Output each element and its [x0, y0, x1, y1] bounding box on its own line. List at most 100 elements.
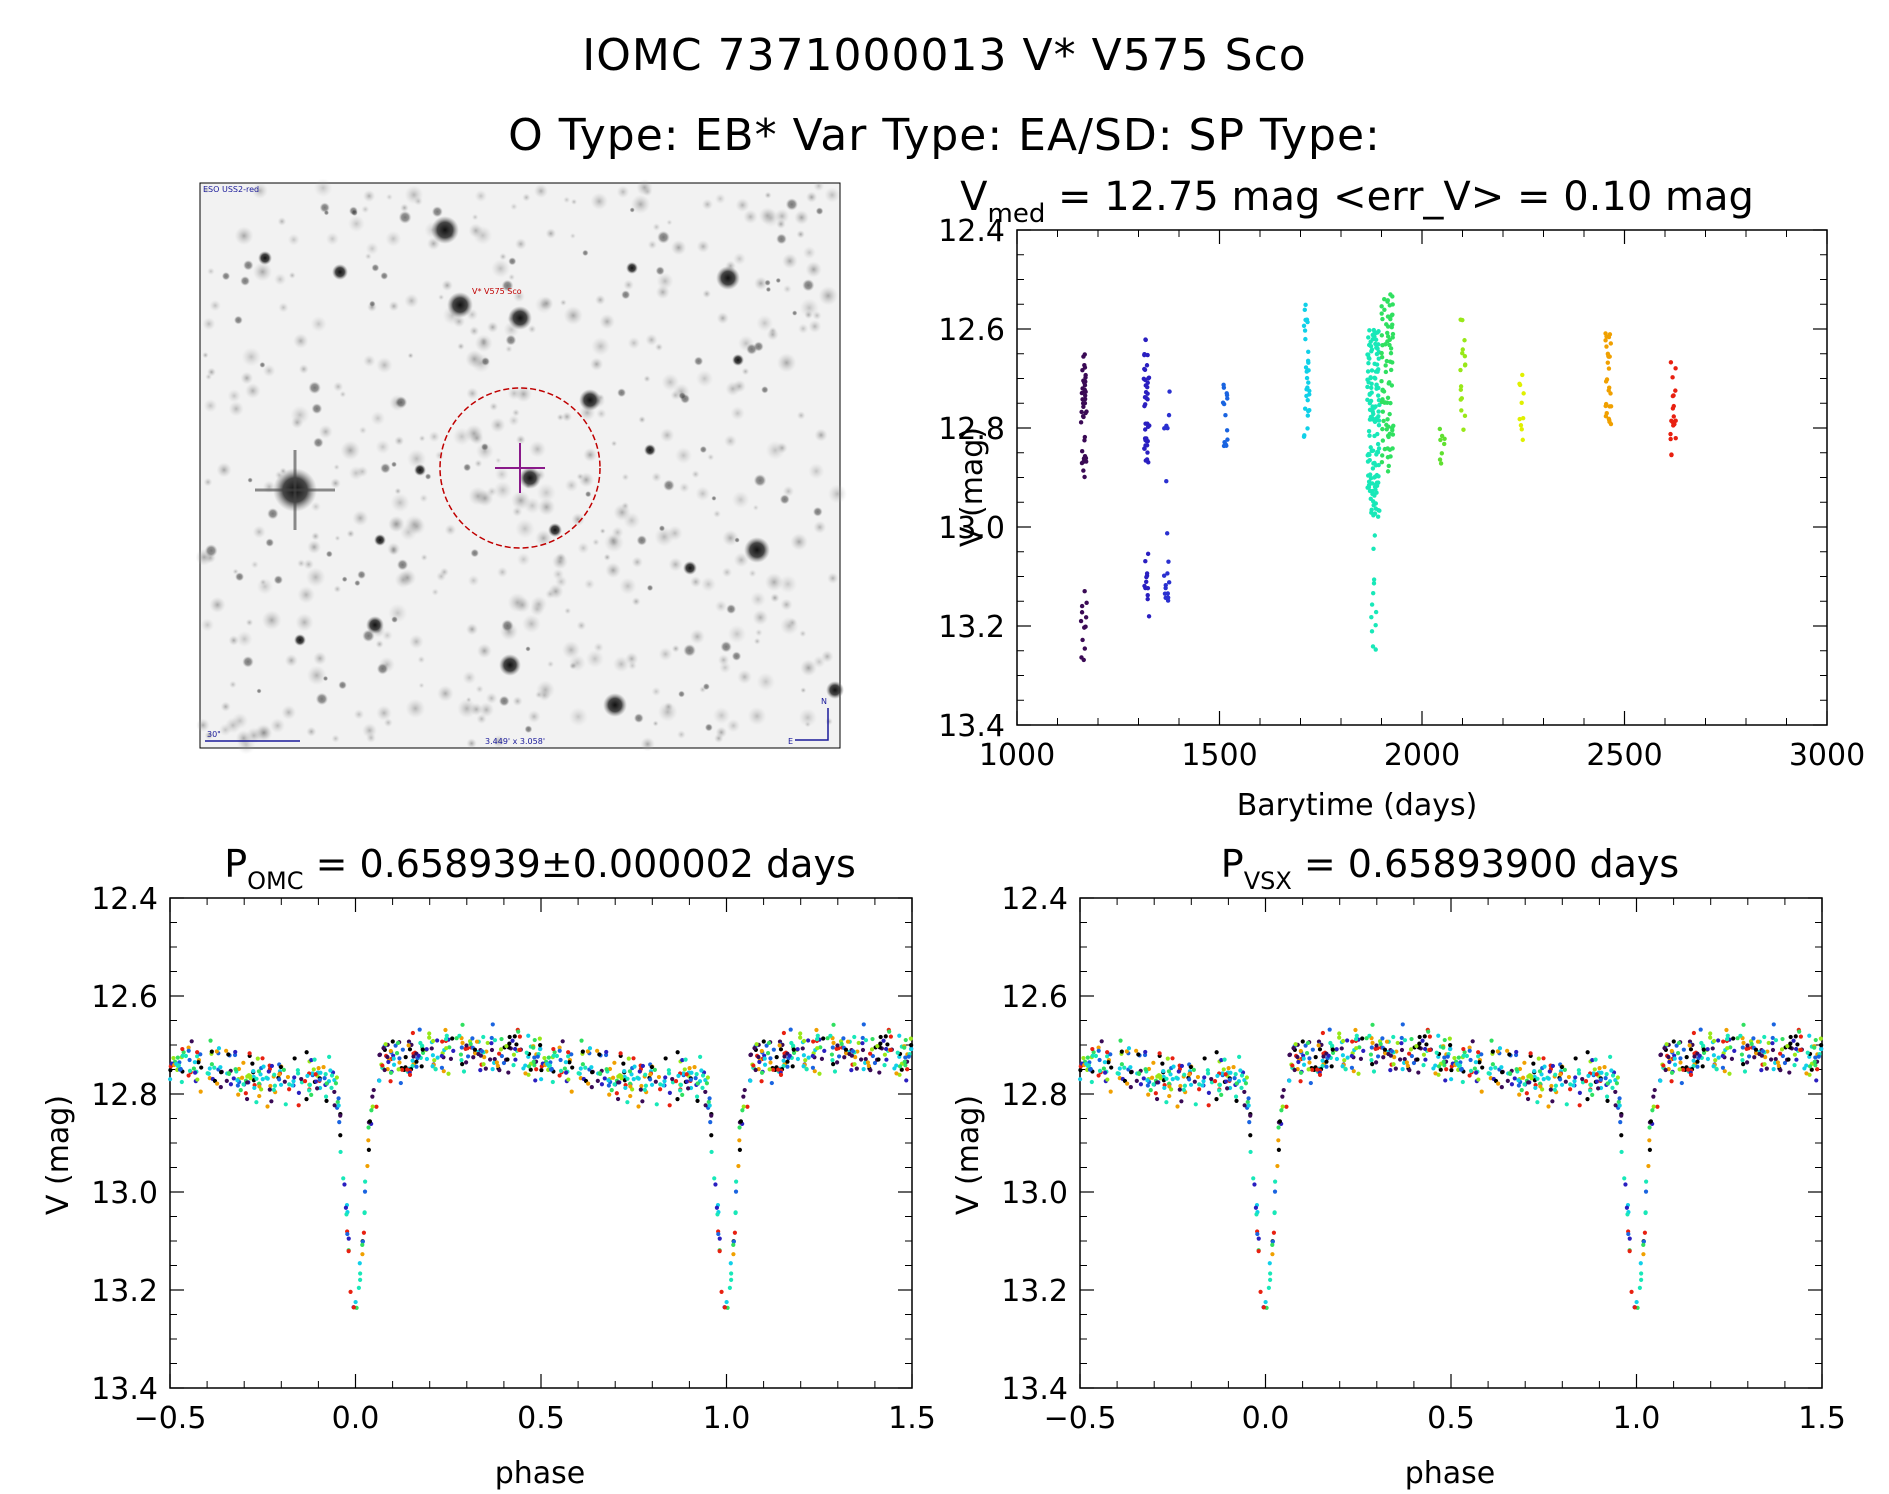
data-point [501, 1060, 507, 1066]
data-point [1519, 400, 1524, 406]
data-point [371, 1087, 376, 1093]
data-point [1324, 1064, 1329, 1069]
data-point [1643, 1189, 1649, 1194]
data-point [1370, 409, 1375, 414]
data-point [1678, 1056, 1683, 1061]
star [357, 570, 366, 580]
sky-noise [465, 696, 472, 703]
data-point [703, 1103, 708, 1108]
data-point [186, 1048, 191, 1053]
data-point [1458, 317, 1463, 322]
data-point [1301, 1062, 1307, 1067]
data-point [1436, 1064, 1442, 1069]
data-point [1664, 1042, 1669, 1047]
data-point [199, 1065, 204, 1070]
x-tick-label: 1.5 [1798, 1401, 1846, 1436]
data-point [1376, 342, 1381, 347]
sky-noise [306, 726, 317, 737]
sky-noise [284, 653, 298, 668]
data-point [1225, 396, 1230, 401]
data-point [1287, 1078, 1292, 1083]
data-point [1306, 380, 1311, 385]
data-point [1414, 1043, 1419, 1049]
data-point [1385, 469, 1391, 474]
data-point [1391, 1034, 1396, 1040]
data-point [1603, 338, 1608, 343]
data-point [1393, 1066, 1398, 1071]
data-point [1598, 1077, 1603, 1082]
sky-noise [545, 589, 556, 600]
sky-noise [262, 364, 276, 378]
data-point [1179, 1063, 1185, 1069]
data-point [1368, 1052, 1374, 1057]
data-point [241, 1082, 246, 1087]
x-tick-label: 0.5 [517, 1401, 565, 1436]
data-point [1467, 1073, 1472, 1078]
data-point [1370, 491, 1375, 497]
sky-noise [305, 567, 326, 588]
data-point [1305, 368, 1310, 373]
data-point [338, 1113, 343, 1118]
data-point [1354, 1046, 1359, 1051]
sky-noise [388, 300, 400, 312]
data-point [1778, 1067, 1783, 1073]
data-point [546, 1055, 551, 1060]
data-point [843, 1047, 849, 1052]
data-point [1310, 1067, 1315, 1072]
data-point [1720, 1053, 1725, 1059]
data-point [448, 1056, 454, 1061]
data-point [576, 1071, 581, 1076]
data-point [663, 1075, 668, 1080]
data-point [196, 1060, 201, 1065]
data-point [1490, 1049, 1495, 1054]
sky-noise [325, 232, 340, 246]
data-point [598, 1071, 603, 1076]
data-point [1383, 369, 1389, 375]
data-point [612, 1082, 617, 1087]
sky-noise [486, 486, 498, 497]
star [732, 354, 744, 366]
data-point [663, 1056, 668, 1061]
data-point [1254, 1212, 1259, 1217]
data-point [407, 1047, 413, 1052]
data-point [1280, 1094, 1285, 1099]
data-point [481, 1034, 486, 1040]
data-point [683, 1057, 688, 1062]
data-point [307, 1082, 313, 1088]
data-point [1086, 1063, 1091, 1068]
data-point [489, 1047, 495, 1053]
data-point [333, 1081, 339, 1086]
data-point [323, 1094, 329, 1099]
star [366, 616, 384, 634]
data-point [1279, 1108, 1284, 1113]
data-point [1101, 1066, 1106, 1071]
star [726, 604, 737, 615]
data-point [1080, 397, 1085, 402]
data-point [243, 1091, 248, 1096]
data-point [1384, 1039, 1390, 1044]
data-point [882, 1063, 887, 1068]
sky-noise [800, 687, 807, 694]
x-tick-label: 0.0 [1242, 1401, 1290, 1436]
finder-fov-label: 3.449' x 3.058' [485, 737, 545, 746]
data-point [410, 1063, 415, 1069]
data-point [1813, 1055, 1818, 1060]
sky-noise [589, 357, 604, 371]
data-point [586, 1081, 591, 1086]
sky-noise [654, 343, 664, 352]
sky-noise [486, 321, 499, 333]
data-point [1787, 1070, 1792, 1075]
data-point [227, 1071, 232, 1076]
data-point [1215, 1073, 1220, 1078]
data-point [1780, 1036, 1785, 1042]
data-point [1096, 1048, 1101, 1053]
data-point [1442, 1055, 1447, 1060]
data-point [1559, 1082, 1565, 1087]
data-point [1367, 356, 1372, 361]
data-point [1280, 1104, 1285, 1109]
star [221, 271, 231, 281]
data-point [1606, 366, 1612, 371]
data-point [244, 1096, 250, 1102]
data-point [514, 1042, 519, 1047]
data-point [400, 1047, 405, 1052]
